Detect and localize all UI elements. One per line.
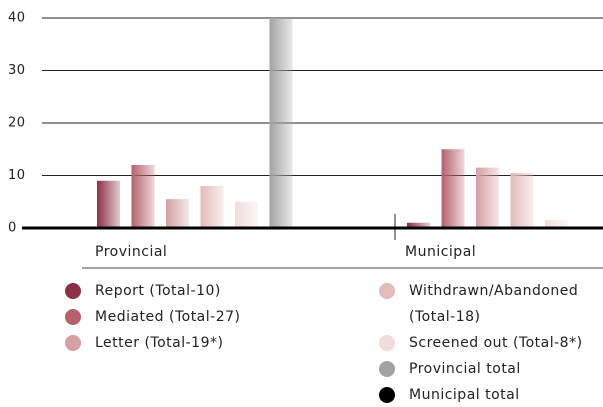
bar: [97, 180, 120, 228]
legend-marker: [65, 283, 81, 299]
legend-marker: [65, 335, 81, 351]
bar: [441, 149, 465, 228]
legend-marker: [379, 387, 395, 403]
legend-marker: [379, 335, 395, 351]
bar: [545, 220, 568, 228]
legend-label: Screened out (Total-8*): [409, 335, 583, 351]
bar: [235, 201, 258, 228]
y-tick-label: 10: [8, 168, 26, 183]
legend-marker: [379, 361, 395, 377]
x-tick-label: Provincial: [95, 244, 167, 260]
legend-label: Municipal total: [409, 387, 520, 403]
bar: [476, 167, 499, 228]
legend-label: Mediated (Total-27): [95, 309, 240, 325]
bar: [166, 199, 189, 228]
legend-label: Provincial total: [409, 361, 521, 377]
y-tick-label: 20: [8, 116, 26, 131]
legend-marker: [65, 309, 81, 325]
y-tick-label: 0: [8, 221, 17, 236]
y-tick-label: 40: [8, 11, 26, 26]
legend-label: Letter (Total-19*): [95, 335, 223, 351]
bar: [269, 18, 293, 228]
y-tick-label: 30: [8, 63, 26, 78]
bar: [510, 172, 534, 228]
bar: [200, 186, 224, 228]
bar: [407, 222, 430, 228]
legend-marker: [379, 283, 395, 299]
x-tick-label: Municipal: [405, 244, 476, 260]
bar: [131, 165, 155, 228]
legend-label: Report (Total-10): [95, 283, 221, 299]
legend-label: Withdrawn/Abandoned (Total-18): [409, 283, 578, 325]
